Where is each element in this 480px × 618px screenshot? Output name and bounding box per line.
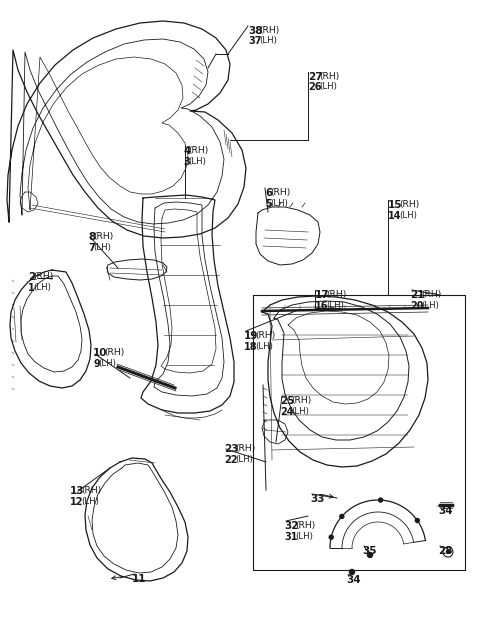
Circle shape: [415, 519, 420, 522]
Text: 32: 32: [284, 521, 299, 531]
Text: (LH): (LH): [271, 199, 288, 208]
Text: 20: 20: [410, 301, 423, 311]
Circle shape: [349, 570, 355, 575]
Text: 19: 19: [244, 331, 258, 341]
Text: (LH): (LH): [295, 532, 313, 541]
Text: (RH): (RH): [81, 486, 101, 495]
Circle shape: [379, 498, 383, 502]
Text: 17: 17: [315, 290, 330, 300]
Text: 5: 5: [265, 199, 272, 209]
Text: (RH): (RH): [271, 188, 291, 197]
Text: 7: 7: [88, 243, 95, 253]
Text: 23: 23: [224, 444, 239, 454]
Text: 24: 24: [280, 407, 293, 417]
Text: (RH): (RH): [326, 290, 346, 299]
Text: 33: 33: [310, 494, 324, 504]
Circle shape: [340, 514, 344, 519]
Text: (RH): (RH): [259, 26, 279, 35]
Circle shape: [329, 535, 333, 540]
Text: (LH): (LH): [319, 82, 337, 91]
Text: 34: 34: [346, 575, 360, 585]
Text: (RH): (RH): [189, 146, 209, 155]
Text: 10: 10: [93, 348, 108, 358]
Text: 8: 8: [88, 232, 95, 242]
Text: 34: 34: [438, 506, 453, 516]
Text: 15: 15: [388, 200, 403, 210]
Text: 9: 9: [93, 359, 100, 369]
Text: 38: 38: [248, 26, 263, 36]
Text: 25: 25: [280, 396, 295, 406]
Text: 3: 3: [183, 157, 190, 167]
Text: 18: 18: [244, 342, 258, 352]
Text: 6: 6: [265, 188, 272, 198]
Text: 11: 11: [132, 574, 146, 584]
Text: (LH): (LH): [291, 407, 309, 416]
Text: 4: 4: [183, 146, 191, 156]
Text: (LH): (LH): [326, 301, 344, 310]
Text: 27: 27: [308, 72, 323, 82]
Text: 12: 12: [70, 497, 84, 507]
Circle shape: [368, 552, 372, 557]
Text: (RH): (RH): [235, 444, 255, 453]
Circle shape: [446, 551, 449, 554]
Text: 22: 22: [224, 455, 238, 465]
Text: 31: 31: [284, 532, 298, 542]
Text: 14: 14: [388, 211, 401, 221]
Text: (LH): (LH): [421, 301, 439, 310]
Text: 26: 26: [308, 82, 322, 92]
Text: (LH): (LH): [94, 243, 111, 252]
Text: 13: 13: [70, 486, 84, 496]
Text: 37: 37: [248, 36, 262, 46]
Text: (RH): (RH): [34, 272, 54, 281]
Text: (RH): (RH): [104, 348, 124, 357]
Text: (LH): (LH): [255, 342, 273, 351]
Text: 16: 16: [315, 301, 328, 311]
Text: (RH): (RH): [319, 72, 339, 81]
Text: (RH): (RH): [399, 200, 419, 209]
Text: (LH): (LH): [99, 359, 117, 368]
Text: (RH): (RH): [295, 521, 315, 530]
Text: 21: 21: [410, 290, 424, 300]
Text: (LH): (LH): [189, 157, 206, 166]
Text: 2: 2: [28, 272, 35, 282]
Text: (LH): (LH): [399, 211, 417, 220]
Text: (RH): (RH): [94, 232, 114, 241]
Text: (LH): (LH): [34, 283, 51, 292]
Text: (LH): (LH): [259, 36, 277, 45]
Text: (LH): (LH): [235, 455, 253, 464]
Text: (RH): (RH): [255, 331, 275, 340]
Text: 28: 28: [438, 546, 453, 556]
Text: 1: 1: [28, 283, 35, 293]
Text: (LH): (LH): [81, 497, 99, 506]
Text: (RH): (RH): [421, 290, 441, 299]
Text: (RH): (RH): [291, 396, 311, 405]
Text: 35: 35: [362, 546, 376, 556]
